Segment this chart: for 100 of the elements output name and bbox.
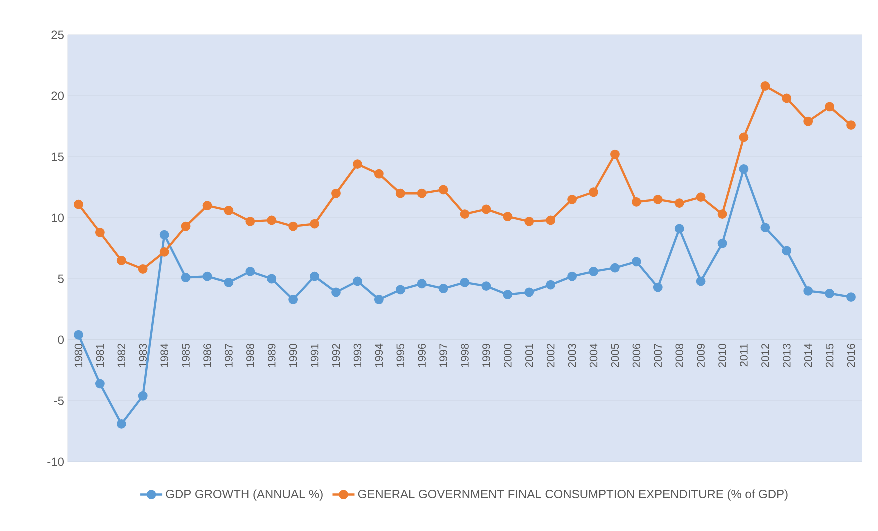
point	[674, 224, 684, 234]
point	[610, 263, 620, 273]
point	[804, 286, 814, 296]
x-tick-label: 1998	[461, 344, 469, 368]
legend-label: GENERAL GOVERNMENT FINAL CONSUMPTION EXPENDITURE (% of GDP)	[358, 490, 788, 501]
point	[674, 198, 684, 208]
point	[460, 278, 470, 288]
point	[160, 230, 170, 240]
point	[482, 282, 492, 292]
point	[589, 188, 598, 198]
x-tick-label: 1982	[118, 344, 126, 368]
point	[696, 192, 706, 202]
point	[568, 272, 577, 282]
point	[524, 216, 534, 226]
point	[825, 102, 835, 112]
point	[568, 195, 577, 204]
point	[246, 216, 256, 226]
point	[739, 164, 749, 174]
point	[202, 201, 212, 210]
point	[718, 210, 728, 220]
y-tick-label: 25	[52, 30, 64, 40]
x-tick-label: 2000	[504, 344, 512, 368]
point	[138, 264, 148, 274]
x-tick-label: 2016	[847, 344, 856, 368]
x-tick-label: 1980	[74, 344, 83, 368]
x-tick-label: 1995	[396, 344, 405, 368]
point	[332, 288, 341, 298]
point	[332, 188, 341, 198]
x-tick-label: 1994	[375, 344, 384, 368]
x-tick-label: 1990	[289, 344, 298, 368]
x-tick-label: 1992	[332, 344, 340, 368]
y-tick-label: -5	[54, 396, 64, 406]
x-tick-label: 1993	[354, 344, 362, 368]
point	[417, 188, 427, 198]
x-tick-label: 1989	[268, 344, 276, 368]
point	[181, 222, 191, 232]
point	[138, 391, 148, 401]
point	[482, 204, 492, 214]
point	[460, 210, 470, 220]
point	[632, 197, 642, 207]
point	[202, 272, 212, 282]
point	[825, 288, 835, 298]
point	[589, 266, 598, 276]
point	[760, 82, 770, 91]
point	[288, 295, 298, 304]
point	[438, 284, 448, 294]
x-tick-label: 1988	[246, 344, 254, 368]
point	[438, 185, 448, 195]
point	[267, 216, 277, 226]
y-tick-label: 10	[52, 214, 64, 222]
x-tick-label: 2014	[804, 344, 812, 368]
point	[653, 195, 663, 204]
point	[524, 288, 534, 298]
point	[503, 212, 513, 222]
point	[396, 188, 406, 198]
point	[288, 222, 298, 232]
point	[846, 292, 856, 302]
x-tick-label: 2004	[590, 344, 598, 368]
point	[610, 150, 620, 160]
x-tick-label: 2003	[568, 344, 576, 368]
x-tick-label: 2015	[826, 344, 834, 368]
x-tick-label: 1985	[182, 344, 190, 368]
point	[246, 266, 256, 276]
y-tick-label: 5	[58, 274, 64, 284]
point	[739, 132, 749, 142]
point	[374, 169, 384, 179]
point	[696, 276, 706, 286]
point	[782, 246, 792, 256]
x-tick-label: 2011	[740, 344, 748, 367]
point	[310, 272, 320, 282]
point	[782, 94, 792, 104]
x-tick-label: 2001	[526, 344, 534, 368]
x-tick-label: 1986	[204, 344, 212, 368]
x-tick-label: 2002	[546, 344, 555, 368]
y-tick-label: -10	[48, 458, 64, 466]
point	[353, 276, 362, 286]
x-tick-label: 2007	[654, 344, 662, 368]
x-tick-label: 2005	[611, 344, 620, 368]
point	[95, 379, 105, 389]
point	[760, 223, 770, 232]
point	[116, 256, 126, 266]
x-tick-label: 1991	[310, 344, 319, 368]
x-tick-label: 1981	[96, 344, 104, 368]
x-tick-label: 2012	[762, 344, 770, 368]
y-tick-label: 15	[52, 152, 64, 162]
point	[846, 120, 856, 130]
y-tick-label: 20	[52, 92, 64, 100]
x-tick-label: 2008	[676, 344, 684, 368]
x-tick-label: 1987	[225, 344, 233, 368]
point	[396, 285, 406, 295]
x-tick-label: 2010	[718, 344, 726, 368]
point	[718, 238, 728, 248]
x-tick-label: 1996	[418, 344, 426, 368]
y-tick-label: 0	[58, 336, 64, 344]
point	[374, 295, 384, 304]
point	[804, 116, 814, 126]
point	[181, 273, 191, 282]
point	[116, 419, 126, 429]
point	[95, 228, 105, 238]
point	[417, 279, 427, 289]
